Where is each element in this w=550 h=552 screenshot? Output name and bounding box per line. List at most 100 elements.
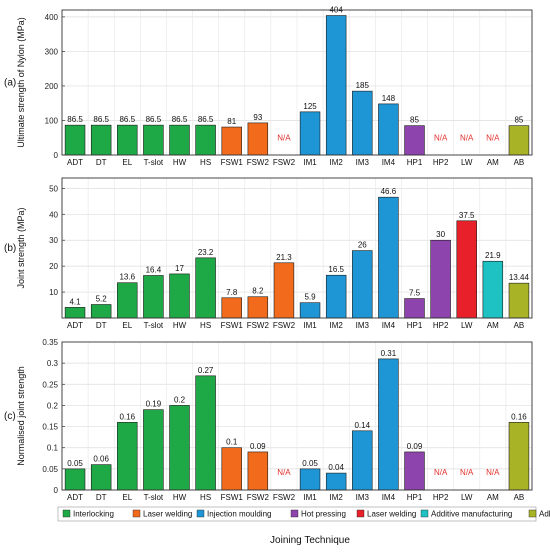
data-label: 0.14 — [354, 421, 370, 430]
y-axis-label: Ultimate strength of Nylon (MPa) — [16, 17, 26, 148]
x-tick-label: FSW1 — [221, 321, 244, 330]
data-label: 0.04 — [328, 463, 344, 472]
data-label: 26 — [358, 241, 367, 250]
x-tick-label: IM2 — [329, 321, 343, 330]
y-tick-label: 200 — [45, 82, 59, 91]
bar-fsw1 — [221, 447, 242, 491]
bar-t-slot — [143, 124, 164, 156]
panel-label: (b) — [4, 243, 16, 254]
legend-label: Additive manufacturing — [431, 510, 512, 519]
y-tick-label: 0 — [54, 151, 59, 160]
x-tick-label: DT — [96, 321, 107, 330]
bar-adt — [64, 307, 86, 319]
data-label: 148 — [382, 94, 396, 103]
bar-t-slot — [143, 409, 164, 491]
y-tick-label: 0.3 — [47, 359, 59, 368]
data-label: 13.44 — [509, 273, 530, 282]
legend-swatch — [132, 509, 141, 518]
data-label: 86.5 — [198, 115, 214, 124]
data-label: 0.2 — [174, 395, 186, 404]
y-tick-label: 0.2 — [47, 401, 59, 410]
y-tick-label: 400 — [45, 13, 59, 22]
legend-label: Adhesive bonding — [539, 510, 550, 519]
x-tick-label: IM1 — [303, 321, 317, 330]
bar-im3 — [352, 250, 373, 319]
bar-dt — [90, 464, 112, 491]
bar-hs — [195, 257, 216, 319]
na-label: N/A — [460, 468, 474, 477]
panel-frame — [61, 9, 533, 156]
legend-swatch — [528, 509, 537, 518]
bar-fsw2 — [273, 262, 295, 319]
na-label: N/A — [460, 134, 474, 143]
x-tick-label: HW — [173, 321, 187, 330]
x-tick-label: IM2 — [329, 158, 343, 167]
x-tick-label: HW — [173, 158, 187, 167]
x-tick-label: LW — [461, 321, 473, 330]
data-label: 0.16 — [119, 412, 135, 421]
x-tick-label: ADT — [67, 321, 83, 330]
bar-im3 — [352, 430, 373, 491]
bar-hs — [195, 375, 216, 491]
legend-label: Laser welding — [367, 510, 416, 519]
x-tick-label: HP2 — [433, 158, 449, 167]
y-tick-label: 0.1 — [47, 444, 59, 453]
x-tick-label: LW — [461, 493, 473, 502]
x-tick-label: IM3 — [356, 493, 370, 502]
bar-ab — [508, 125, 530, 156]
data-label: 30 — [436, 230, 445, 239]
y-tick-label: 0 — [54, 486, 59, 495]
data-label: 46.6 — [381, 187, 397, 196]
bar-im1 — [299, 468, 321, 491]
legend-swatch — [356, 509, 365, 518]
panel-frame — [61, 177, 533, 319]
bar-hw — [169, 124, 190, 156]
x-tick-label: HP1 — [407, 321, 423, 330]
x-tick-label: IM4 — [382, 321, 396, 330]
bar-hp1 — [404, 125, 425, 156]
y-tick-label: 20 — [49, 262, 58, 271]
data-label: 86.5 — [93, 115, 109, 124]
data-label: 125 — [303, 102, 317, 111]
data-label: 0.1 — [226, 438, 238, 447]
x-tick-label: FSW1 — [221, 493, 244, 502]
x-tick-label: FSW1 — [221, 158, 244, 167]
na-label: N/A — [486, 134, 500, 143]
data-label: 85 — [410, 116, 419, 125]
data-label: 0.31 — [381, 349, 397, 358]
bar-im3 — [352, 90, 373, 156]
x-tick-label: IM1 — [303, 158, 317, 167]
data-label: 0.05 — [67, 459, 83, 468]
data-label: 21.3 — [276, 253, 292, 262]
x-tick-label: DT — [96, 158, 107, 167]
data-label: 37.5 — [459, 211, 475, 220]
x-tick-label: FSW2 — [273, 158, 296, 167]
x-tick-label: HS — [200, 158, 211, 167]
y-tick-label: 0.05 — [42, 465, 58, 474]
bar-im2 — [325, 274, 347, 319]
bar-fsw2 — [247, 122, 269, 156]
data-label: 0.06 — [93, 455, 109, 464]
bar-dt — [90, 124, 112, 156]
x-tick-label: HP2 — [433, 493, 449, 502]
x-tick-label: LW — [461, 158, 473, 167]
y-axis-label: Joint strength (MPa) — [16, 207, 26, 288]
x-tick-label: AB — [514, 321, 525, 330]
bar-im2 — [325, 472, 347, 491]
x-tick-label: HS — [200, 321, 211, 330]
x-tick-label: HP1 — [407, 158, 423, 167]
data-label: 86.5 — [146, 115, 162, 124]
data-label: 93 — [253, 113, 262, 122]
x-axis-label: Joining Technique — [270, 535, 350, 546]
x-tick-label: AM — [487, 158, 499, 167]
data-label: 86.5 — [67, 115, 83, 124]
x-tick-label: IM4 — [382, 493, 396, 502]
x-tick-label: IM3 — [356, 321, 370, 330]
data-label: 0.09 — [407, 442, 423, 451]
legend-swatch — [290, 509, 299, 518]
y-tick-label: 40 — [49, 210, 58, 219]
panel-label: (a) — [4, 78, 16, 89]
bar-im4 — [378, 103, 399, 156]
data-label: 85 — [514, 116, 523, 125]
x-tick-label: T-slot — [144, 158, 164, 167]
